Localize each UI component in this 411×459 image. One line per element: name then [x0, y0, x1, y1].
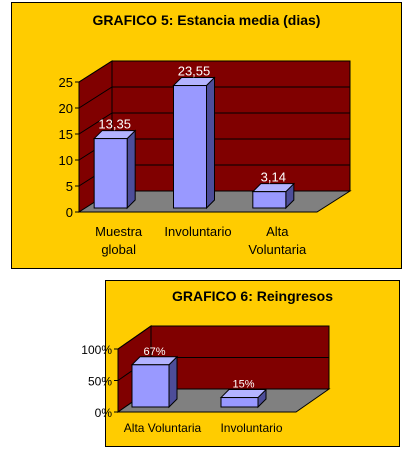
y-tick-label: 20	[59, 101, 73, 116]
gridline	[78, 60, 350, 83]
y-tick-label: 5	[66, 179, 73, 194]
data-label: 15%	[232, 379, 254, 391]
bar	[252, 191, 287, 209]
x-tick-label: Muestra global	[95, 224, 143, 257]
x-tick-label: Involuntario	[220, 421, 282, 435]
y-tick-label: 0	[66, 205, 73, 220]
bar	[131, 364, 170, 408]
bar	[173, 85, 207, 209]
x-tick-label: Alta Voluntaria	[248, 224, 307, 257]
y-tick-label: 10	[59, 153, 73, 168]
data-label: 67%	[143, 346, 165, 358]
gridline	[117, 325, 329, 350]
data-label: 23,55	[178, 64, 211, 79]
y-tick-label: 15	[59, 127, 73, 142]
gridline	[78, 86, 350, 109]
bar-top	[172, 77, 216, 87]
x-tick-label: Alta Voluntaria	[124, 421, 202, 435]
back-wall	[111, 60, 351, 192]
gridline	[78, 112, 350, 135]
data-label: 3,14	[261, 170, 286, 185]
bar	[93, 138, 128, 209]
x-tick-label: Involuntario	[164, 224, 231, 239]
y-tick-label: 50%	[88, 375, 112, 389]
chart-grafico-5: 0 5 10 15 20 25 13,35 Muestra global 23,55 Involun…	[59, 60, 352, 257]
chart-title: GRAFICO 5: Estancia media (dias)	[92, 12, 321, 28]
bar-side	[126, 129, 136, 210]
chart-panel-grafico-6: GRAFICO 6: Reingresos 0% 50% 100% 67% Alta V…	[81, 280, 400, 447]
chart-grafico-6: 0% 50% 100% 67% Alta Voluntaria 15% Involuntar…	[81, 325, 331, 435]
bar-top	[251, 183, 296, 193]
bar-top	[130, 356, 179, 366]
bar-side	[168, 355, 178, 409]
y-tick-label: 100%	[81, 343, 112, 357]
bar-top	[219, 389, 268, 399]
data-label: 13,35	[98, 117, 131, 132]
chart-title: GRAFICO 6: Reingresos	[171, 288, 334, 304]
bar	[220, 397, 259, 408]
y-tick-label: 0%	[95, 406, 113, 420]
bar-top	[92, 130, 137, 140]
bar-side	[206, 76, 215, 210]
y-tick-label: 25	[59, 75, 73, 90]
chart-panel-grafico-5: GRAFICO 5: Estancia media (dias) 0 5 10 15 2…	[11, 2, 402, 269]
